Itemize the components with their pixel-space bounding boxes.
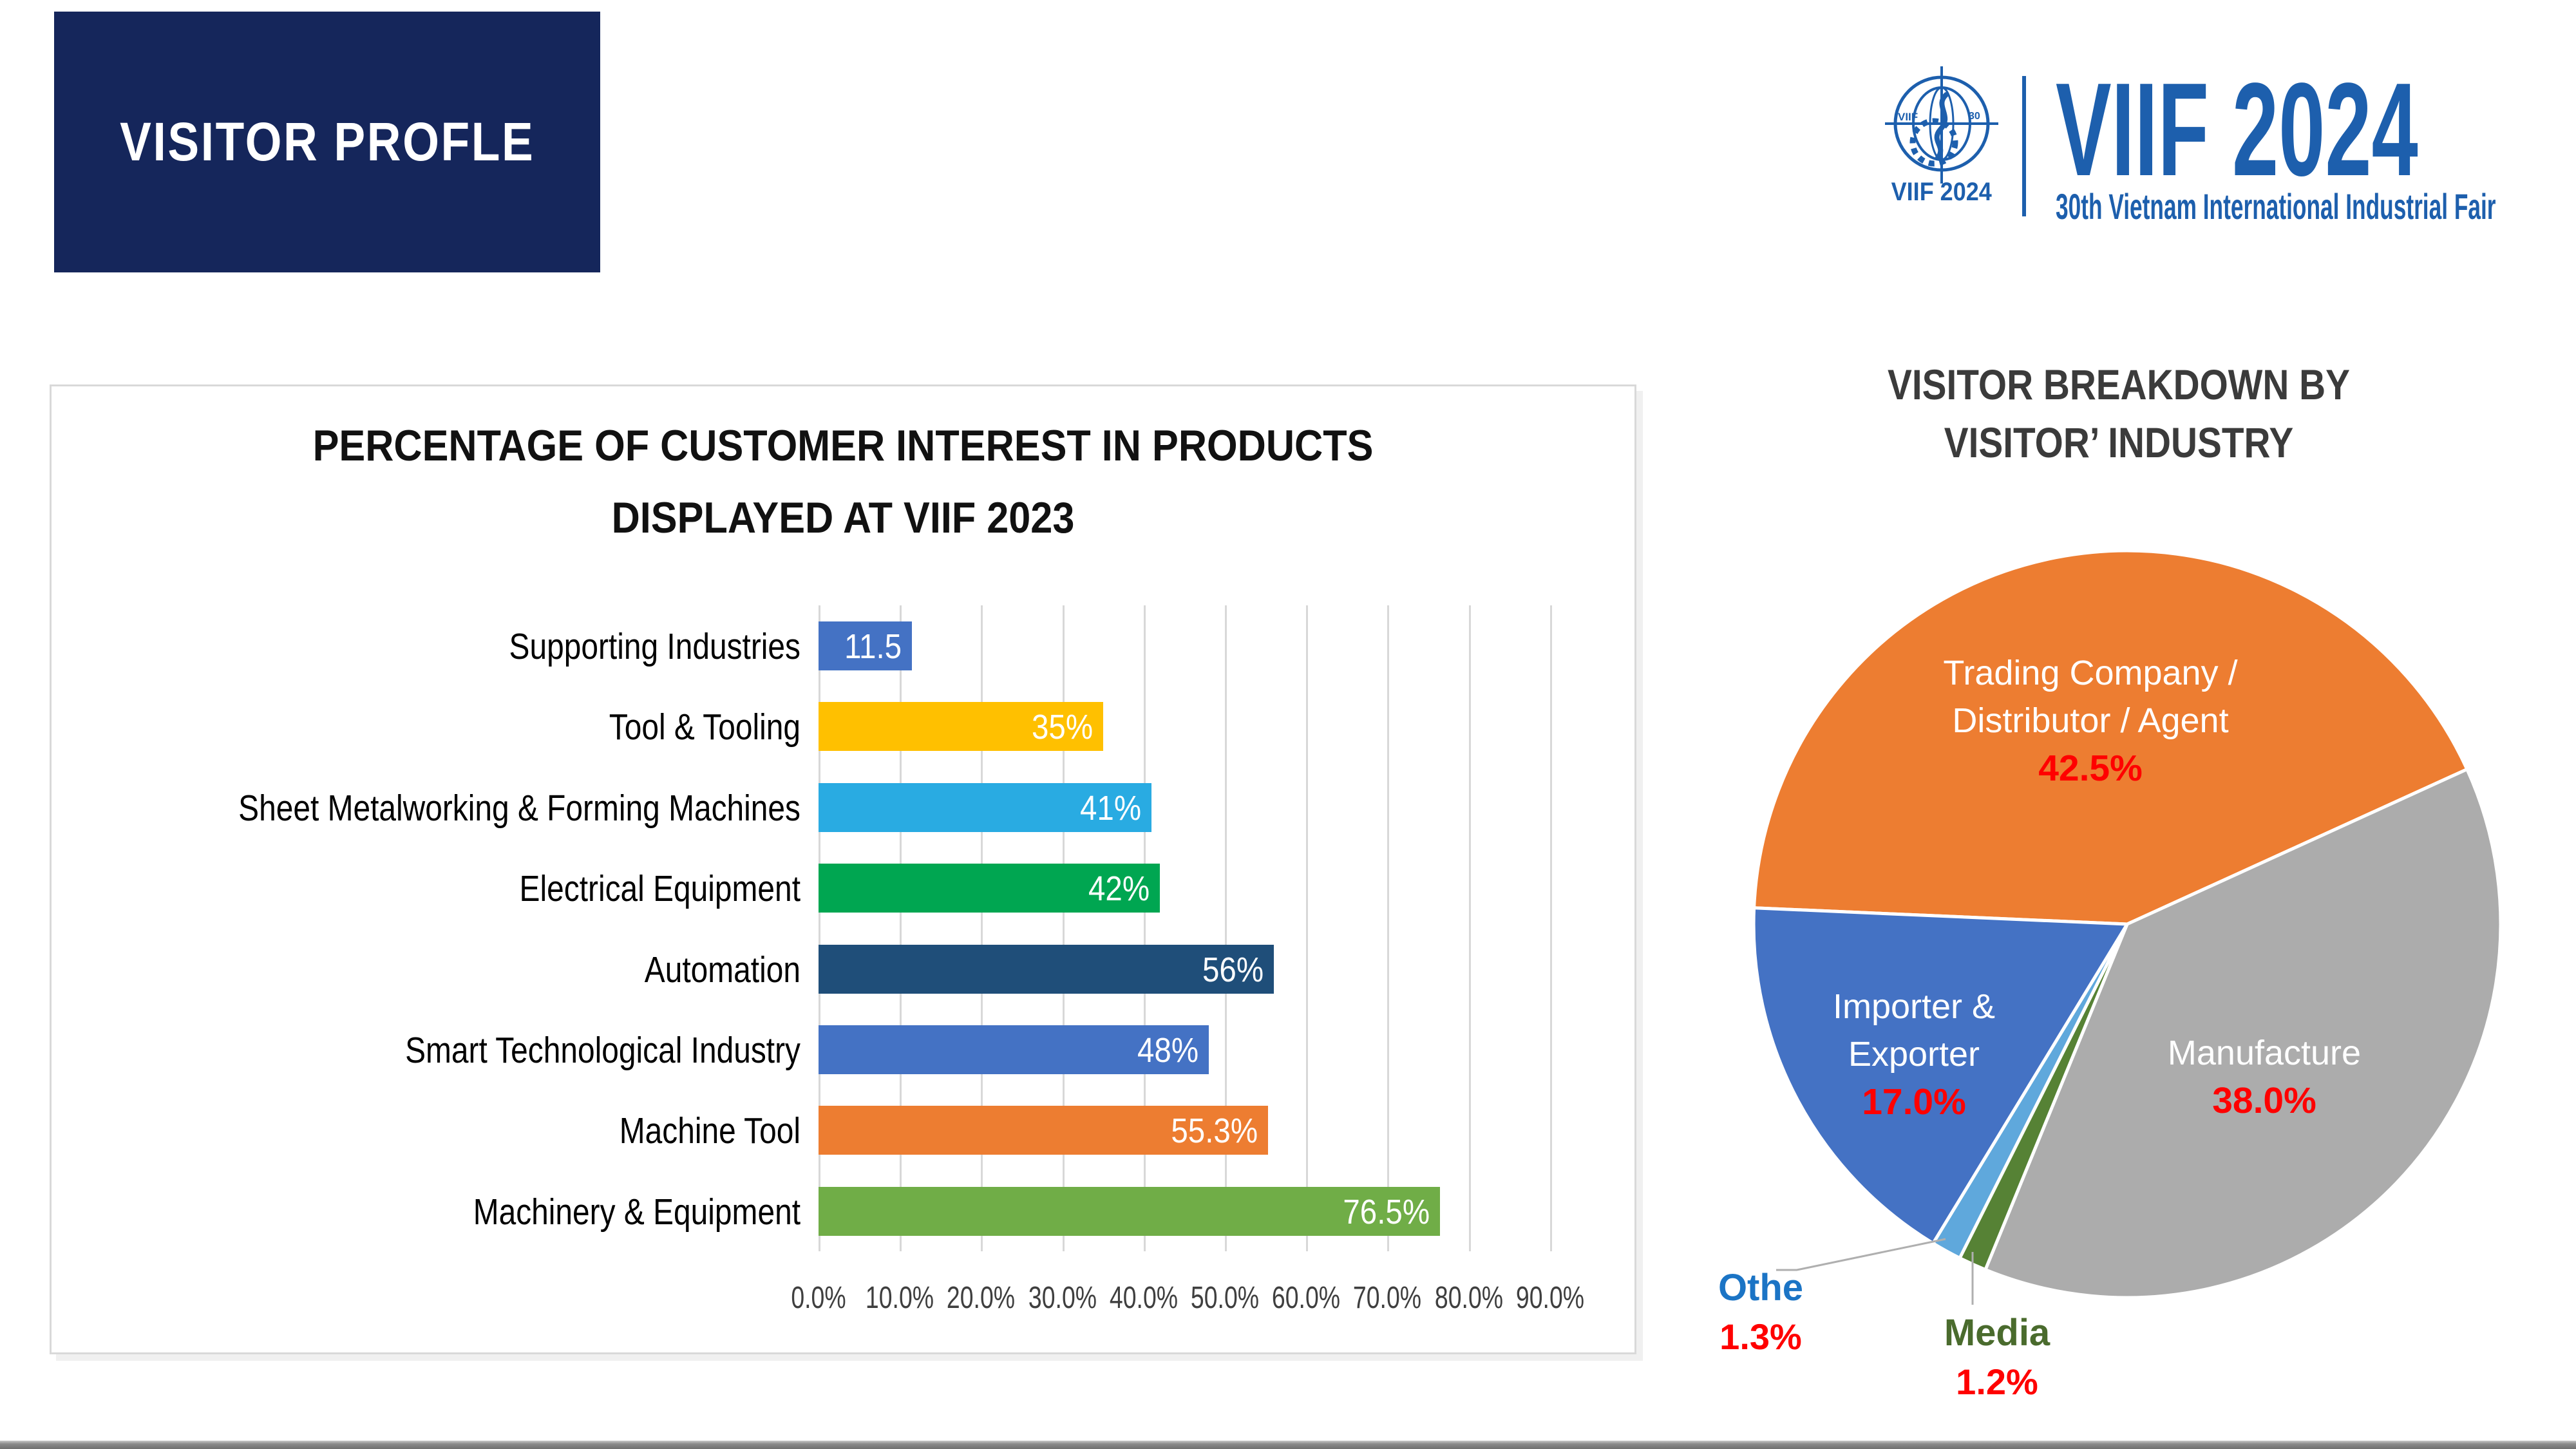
pie-chart-title: VISITOR BREAKDOWN BY VISITOR’ INDUSTRY xyxy=(1797,355,2441,471)
x-axis-tick-label: 60.0% xyxy=(1272,1281,1341,1315)
category-label: Smart Technological Industry xyxy=(405,1030,800,1071)
x-axis-tick-label: 50.0% xyxy=(1190,1281,1260,1315)
bar-machine-tool: 55.3% xyxy=(819,1106,1268,1155)
gridline-70.0% xyxy=(1387,605,1390,1251)
category-label: Supporting Industries xyxy=(509,626,800,667)
header-title-box: VISITOR PROFLE xyxy=(54,12,600,272)
emblem-caption: VIIF 2024 xyxy=(1891,178,1993,206)
x-axis-tick-label: 0.0% xyxy=(791,1281,846,1315)
pie-slice-manufacture xyxy=(1984,768,2503,1300)
gridline-20.0% xyxy=(981,605,983,1251)
gridline-30.0% xyxy=(1062,605,1065,1251)
gridline-50.0% xyxy=(1225,605,1227,1251)
x-axis-tick-label: 30.0% xyxy=(1028,1281,1097,1315)
page-title: VISITOR PROFLE xyxy=(119,111,535,172)
gridline-90.0% xyxy=(1549,605,1552,1251)
bar-machinery-equipment: 76.5% xyxy=(819,1186,1441,1236)
gridline-10.0% xyxy=(900,605,902,1251)
gridline-0.0% xyxy=(819,605,820,1251)
pie-pct-manufacture: 38.0% xyxy=(2212,1080,2316,1121)
category-label: Automation xyxy=(644,949,800,990)
category-label: Electrical Equipment xyxy=(519,868,800,910)
bar-chart-plot-area: 0.0% 10.0% 20.0% 30.0% 40.0% 50.0% 60.0% 70.0% 8… xyxy=(791,605,1636,1315)
bar-value-label: 35% xyxy=(1031,708,1093,747)
gridline-60.0% xyxy=(1306,605,1309,1251)
x-axis-tick-label: 20.0% xyxy=(947,1281,1016,1315)
pie-chart xyxy=(1752,549,2503,1305)
bar-tool-tooling: 35% xyxy=(819,702,1103,752)
bar-chart-card: PERCENTAGE OF CUSTOMER INTEREST IN PRODU… xyxy=(50,384,1636,1354)
category-label: Sheet Metalworking & Forming Machines xyxy=(238,787,800,829)
pie-label-manufacture: Manufacture 38.0% xyxy=(2071,1029,2458,1124)
pie-pct-media: 1.2% xyxy=(1956,1361,2038,1402)
emblem-text-viif: VIIF xyxy=(1898,111,1918,123)
bar-automation: 56% xyxy=(819,944,1274,994)
pie-label-importer: Importer & Exporter 17.0% xyxy=(1721,983,2107,1126)
pie-slice-trading-company-distributor-agent xyxy=(1752,549,2469,926)
bar-chart-title-line2: DISPLAYED AT VIIF 2023 xyxy=(611,493,1075,542)
viif-emblem-icon: VIIF 30 xyxy=(1885,66,1998,184)
bar-chart-title: PERCENTAGE OF CUSTOMER INTEREST IN PRODU… xyxy=(52,410,1634,554)
bar-sheet-metalworking-forming-machines: 41% xyxy=(819,782,1152,832)
brand-title: VIIF 2024 xyxy=(2056,55,2418,204)
pie-slice-importer-exporter xyxy=(1752,906,2129,1245)
bar-value-label: 11.5 xyxy=(844,627,902,666)
category-label: Machinery & Equipment xyxy=(473,1191,800,1233)
bar-supporting-industries: 11.5 xyxy=(819,621,913,670)
pie-leader-lines xyxy=(1776,1238,1974,1305)
bar-value-label: 48% xyxy=(1137,1031,1198,1070)
bar-value-label: 76.5% xyxy=(1343,1192,1430,1231)
bar-value-label: 55.3% xyxy=(1171,1112,1258,1151)
x-axis-tick-label: 90.0% xyxy=(1515,1281,1584,1315)
x-axis-tick-label: 70.0% xyxy=(1353,1281,1422,1315)
emblem-text-30: 30 xyxy=(1969,111,1980,122)
brand-tagline: 30th Vietnam International Industrial Fa… xyxy=(2056,186,2496,227)
x-axis-tick-label: 80.0% xyxy=(1434,1281,1503,1315)
bar-value-label: 56% xyxy=(1202,950,1264,989)
slide-bottom-strip xyxy=(0,1441,2576,1449)
pie-pct-importer: 17.0% xyxy=(1862,1081,1966,1122)
category-label: Machine Tool xyxy=(619,1110,800,1152)
pie-pct-othe: 1.3% xyxy=(1719,1316,1802,1357)
gridline-80.0% xyxy=(1468,605,1471,1251)
pie-chart-title-line2: VISITOR’ INDUSTRY xyxy=(1944,419,2294,466)
bar-value-label: 41% xyxy=(1080,788,1142,828)
bar-electrical-equipment: 42% xyxy=(819,864,1160,913)
bar-chart-title-line1: PERCENTAGE OF CUSTOMER INTEREST IN PRODU… xyxy=(312,421,1374,470)
x-axis-tick-label: 10.0% xyxy=(866,1281,934,1315)
pie-label-trading: Trading Company / Distributor / Agent 42… xyxy=(1897,649,2284,792)
pie-chart-title-line1: VISITOR BREAKDOWN BY xyxy=(1888,361,2350,408)
pie-pct-trading: 42.5% xyxy=(2038,748,2143,789)
pie-callout-media: Media 1.2% xyxy=(1894,1309,2100,1406)
gridline-40.0% xyxy=(1143,605,1146,1251)
leader-line-othe xyxy=(1776,1238,1946,1271)
logo-divider xyxy=(2022,76,2026,216)
pie-callout-othe: Othe 1.3% xyxy=(1658,1264,1864,1361)
bar-value-label: 42% xyxy=(1088,869,1150,909)
bar-smart-technological-industry: 48% xyxy=(819,1025,1209,1074)
category-label: Tool & Tooling xyxy=(609,706,800,748)
x-axis-tick-label: 40.0% xyxy=(1109,1281,1178,1315)
